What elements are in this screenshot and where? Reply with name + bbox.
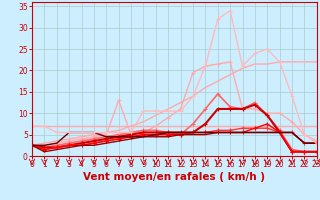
X-axis label: Vent moyen/en rafales ( km/h ): Vent moyen/en rafales ( km/h ) [84, 172, 265, 182]
